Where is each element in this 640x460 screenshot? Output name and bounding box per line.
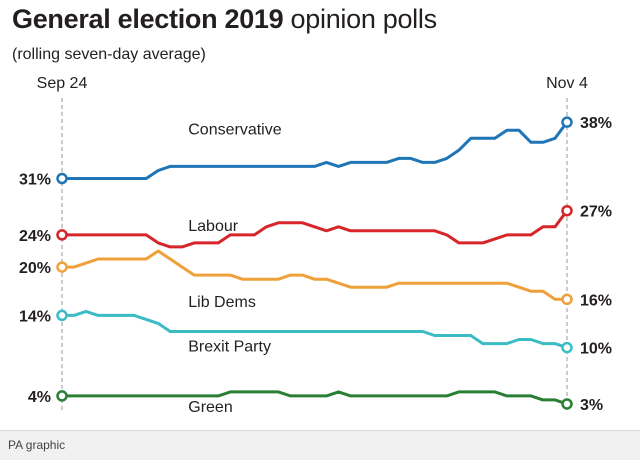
series-line-green xyxy=(60,390,569,406)
end-value-brexit-party: 10% xyxy=(580,341,612,358)
end-marker-brexit-party xyxy=(561,341,573,354)
start-value-lib-dems: 20% xyxy=(19,260,51,277)
series-name-green: Green xyxy=(188,399,232,416)
start-value-green: 4% xyxy=(28,389,51,406)
start-marker-conservative xyxy=(56,172,68,185)
line-chart: Sep 24 Nov 4 31% 38% Conservative 24% 27% Lab… xyxy=(19,75,612,416)
series-line-labour xyxy=(60,209,569,249)
credit-text: PA graphic xyxy=(8,438,66,452)
series-brexit-party: 14% 10% Brexit Party xyxy=(19,308,612,357)
end-marker-green xyxy=(561,398,573,410)
title-normal: opinion polls xyxy=(283,4,438,34)
start-marker-green xyxy=(56,390,68,402)
series-name-conservative: Conservative xyxy=(188,121,281,138)
start-marker-labour xyxy=(56,229,68,241)
series-layer: 31% 38% Conservative 24% 27% Labour 20% 16% Lib … xyxy=(19,115,612,416)
series-labour: 24% 27% Labour xyxy=(19,204,612,249)
end-marker-lib-dems xyxy=(561,293,573,306)
series-conservative: 31% 38% Conservative xyxy=(19,115,612,188)
chart-subtitle: (rolling seven-day average) xyxy=(12,46,206,63)
start-marker-brexit-party xyxy=(56,309,68,322)
title-bold: General election 2019 xyxy=(12,4,284,34)
end-value-lib-dems: 16% xyxy=(580,292,612,309)
end-value-labour: 27% xyxy=(580,204,612,221)
series-name-lib-dems: Lib Dems xyxy=(188,294,256,311)
series-line-brexit-party xyxy=(60,309,569,350)
end-marker-conservative xyxy=(561,116,573,128)
start-marker-lib-dems xyxy=(56,261,68,273)
end-value-conservative: 38% xyxy=(580,115,612,132)
series-lib-dems: 20% 16% Lib Dems xyxy=(19,249,612,311)
end-value-green: 3% xyxy=(580,397,603,414)
start-value-brexit-party: 14% xyxy=(19,308,51,325)
start-value-conservative: 31% xyxy=(19,172,51,189)
series-line-conservative xyxy=(60,120,569,180)
series-name-labour: Labour xyxy=(188,218,238,235)
series-name-brexit-party: Brexit Party xyxy=(188,338,271,355)
series-line-lib-dems xyxy=(60,249,569,301)
footer: PA graphic xyxy=(0,430,640,460)
series-green: 4% 3% Green xyxy=(28,389,603,416)
chart-title: General election 2019 opinion polls xyxy=(12,4,437,35)
start-value-labour: 24% xyxy=(19,228,51,245)
x-start-label: Sep 24 xyxy=(37,75,88,92)
end-marker-labour xyxy=(561,204,573,217)
x-end-label: Nov 4 xyxy=(546,75,588,92)
chart-card: General election 2019 opinion polls (rol… xyxy=(12,4,613,416)
